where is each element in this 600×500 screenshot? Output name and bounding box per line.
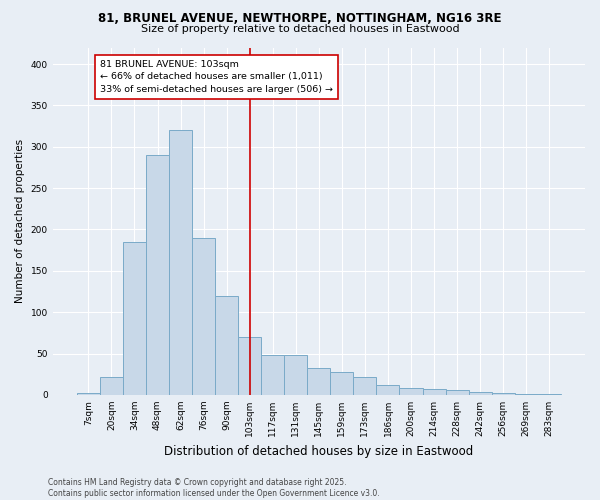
Bar [215,296,238,395]
Bar [400,388,422,395]
Bar [261,355,284,395]
Bar [123,242,146,395]
Bar [515,394,538,395]
X-axis label: Distribution of detached houses by size in Eastwood: Distribution of detached houses by size … [164,444,473,458]
Bar [331,372,353,395]
Text: Size of property relative to detached houses in Eastwood: Size of property relative to detached ho… [140,24,460,34]
Bar [146,155,169,395]
Bar [353,376,376,395]
Bar [538,394,561,395]
Text: 81, BRUNEL AVENUE, NEWTHORPE, NOTTINGHAM, NG16 3RE: 81, BRUNEL AVENUE, NEWTHORPE, NOTTINGHAM… [98,12,502,26]
Bar [192,238,215,395]
Bar [376,385,400,395]
Y-axis label: Number of detached properties: Number of detached properties [15,139,25,304]
Bar [169,130,192,395]
Text: 81 BRUNEL AVENUE: 103sqm
← 66% of detached houses are smaller (1,011)
33% of sem: 81 BRUNEL AVENUE: 103sqm ← 66% of detach… [100,60,333,94]
Bar [446,390,469,395]
Bar [491,394,515,395]
Text: Contains HM Land Registry data © Crown copyright and database right 2025.
Contai: Contains HM Land Registry data © Crown c… [48,478,380,498]
Bar [284,355,307,395]
Bar [238,337,261,395]
Bar [307,368,331,395]
Bar [422,389,446,395]
Bar [469,392,491,395]
Bar [100,376,123,395]
Bar [77,394,100,395]
